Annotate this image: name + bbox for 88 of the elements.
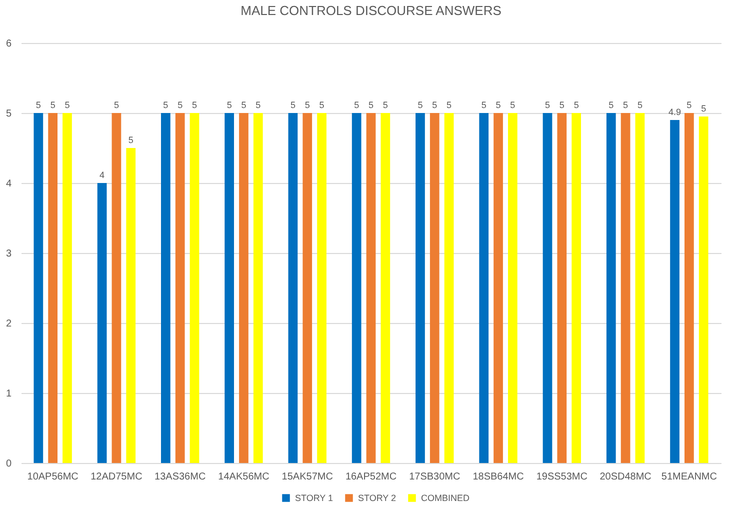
data-label: 5 xyxy=(128,135,134,145)
data-label: 4 xyxy=(100,170,105,180)
bar xyxy=(34,113,44,463)
data-label: 4.9 xyxy=(668,107,682,117)
bar xyxy=(606,113,616,463)
data-label: 5 xyxy=(559,100,564,110)
data-label: 5 xyxy=(354,100,360,110)
y-tick-label: 5 xyxy=(6,108,12,120)
bar xyxy=(444,113,454,463)
bar xyxy=(494,113,503,463)
bar xyxy=(572,113,581,463)
x-tick-label: 19SS53MC xyxy=(536,472,588,482)
data-label: 5 xyxy=(623,100,628,110)
data-label: 5 xyxy=(50,100,56,110)
legend-label: STORY 2 xyxy=(358,493,396,503)
data-label: 5 xyxy=(701,104,706,114)
data-label: 5 xyxy=(510,100,516,110)
data-label: 5 xyxy=(319,100,324,110)
bar xyxy=(317,113,326,463)
data-label: 5 xyxy=(36,100,41,110)
data-label: 5 xyxy=(64,100,70,110)
bar xyxy=(112,113,122,463)
y-tick-label: 3 xyxy=(6,248,12,260)
y-tick-label: 2 xyxy=(6,318,12,330)
bar xyxy=(302,113,312,463)
data-label: 5 xyxy=(290,100,296,110)
data-label: 5 xyxy=(496,100,501,110)
bar xyxy=(670,120,680,463)
data-label: 5 xyxy=(481,100,486,110)
data-label: 5 xyxy=(256,100,261,110)
data-label: 5 xyxy=(608,100,614,110)
data-label: 5 xyxy=(446,100,452,110)
y-tick-label: 0 xyxy=(6,458,12,470)
bar xyxy=(479,113,489,463)
x-tick-label: 51MEANMC xyxy=(661,472,717,482)
y-tick-label: 4 xyxy=(6,178,12,190)
data-label: 5 xyxy=(241,100,246,110)
bar xyxy=(508,113,518,463)
x-tick-label: 20SD48MC xyxy=(600,472,652,482)
bar xyxy=(430,113,440,463)
data-label: 5 xyxy=(686,100,692,110)
x-tick-label: 16AP52MC xyxy=(345,472,397,482)
data-label: 5 xyxy=(178,100,183,110)
legend-label: COMBINED xyxy=(421,493,470,503)
data-label: 5 xyxy=(637,100,642,110)
x-tick-label: 10AP56MC xyxy=(27,472,78,482)
bar xyxy=(635,113,645,463)
bar xyxy=(48,113,58,463)
bar xyxy=(175,113,185,463)
y-tick-label: 1 xyxy=(6,388,12,400)
chart-title: MALE CONTROLS DISCOURSE ANSWERS xyxy=(240,3,502,18)
bar xyxy=(557,113,567,463)
bar xyxy=(380,113,390,463)
bar xyxy=(366,113,376,463)
y-tick-label: 6 xyxy=(6,38,12,50)
data-label: 5 xyxy=(226,100,232,110)
bar xyxy=(684,113,694,463)
x-tick-label: 18SB64MC xyxy=(472,472,524,482)
bar xyxy=(620,113,630,463)
data-label: 5 xyxy=(163,100,168,110)
x-tick-label: 15AK57MC xyxy=(282,472,333,482)
data-label: 5 xyxy=(304,100,310,110)
bar xyxy=(698,116,708,463)
data-label: 5 xyxy=(544,100,550,110)
x-tick-label: 13AS36MC xyxy=(154,472,206,482)
legend-label: STORY 1 xyxy=(295,493,334,503)
bar xyxy=(224,113,234,463)
bar xyxy=(416,113,425,463)
bar xyxy=(352,113,362,463)
data-label: 5 xyxy=(418,100,423,110)
bar xyxy=(190,113,200,463)
data-label: 5 xyxy=(382,100,388,110)
data-label: 5 xyxy=(192,100,198,110)
bar xyxy=(126,148,136,463)
data-label: 5 xyxy=(368,100,374,110)
bar xyxy=(97,183,107,463)
bar xyxy=(161,113,170,463)
x-tick-label: 14AK56MC xyxy=(218,472,270,482)
x-tick-label: 17SB30MC xyxy=(409,472,460,482)
bar xyxy=(288,113,298,463)
data-label: 5 xyxy=(574,100,579,110)
bar xyxy=(62,113,72,463)
data-label: 5 xyxy=(432,100,438,110)
bar xyxy=(542,113,552,463)
data-label: 5 xyxy=(114,100,119,110)
x-tick-label: 12AD75MC xyxy=(90,472,142,482)
bar xyxy=(239,113,248,463)
bar xyxy=(253,113,263,463)
